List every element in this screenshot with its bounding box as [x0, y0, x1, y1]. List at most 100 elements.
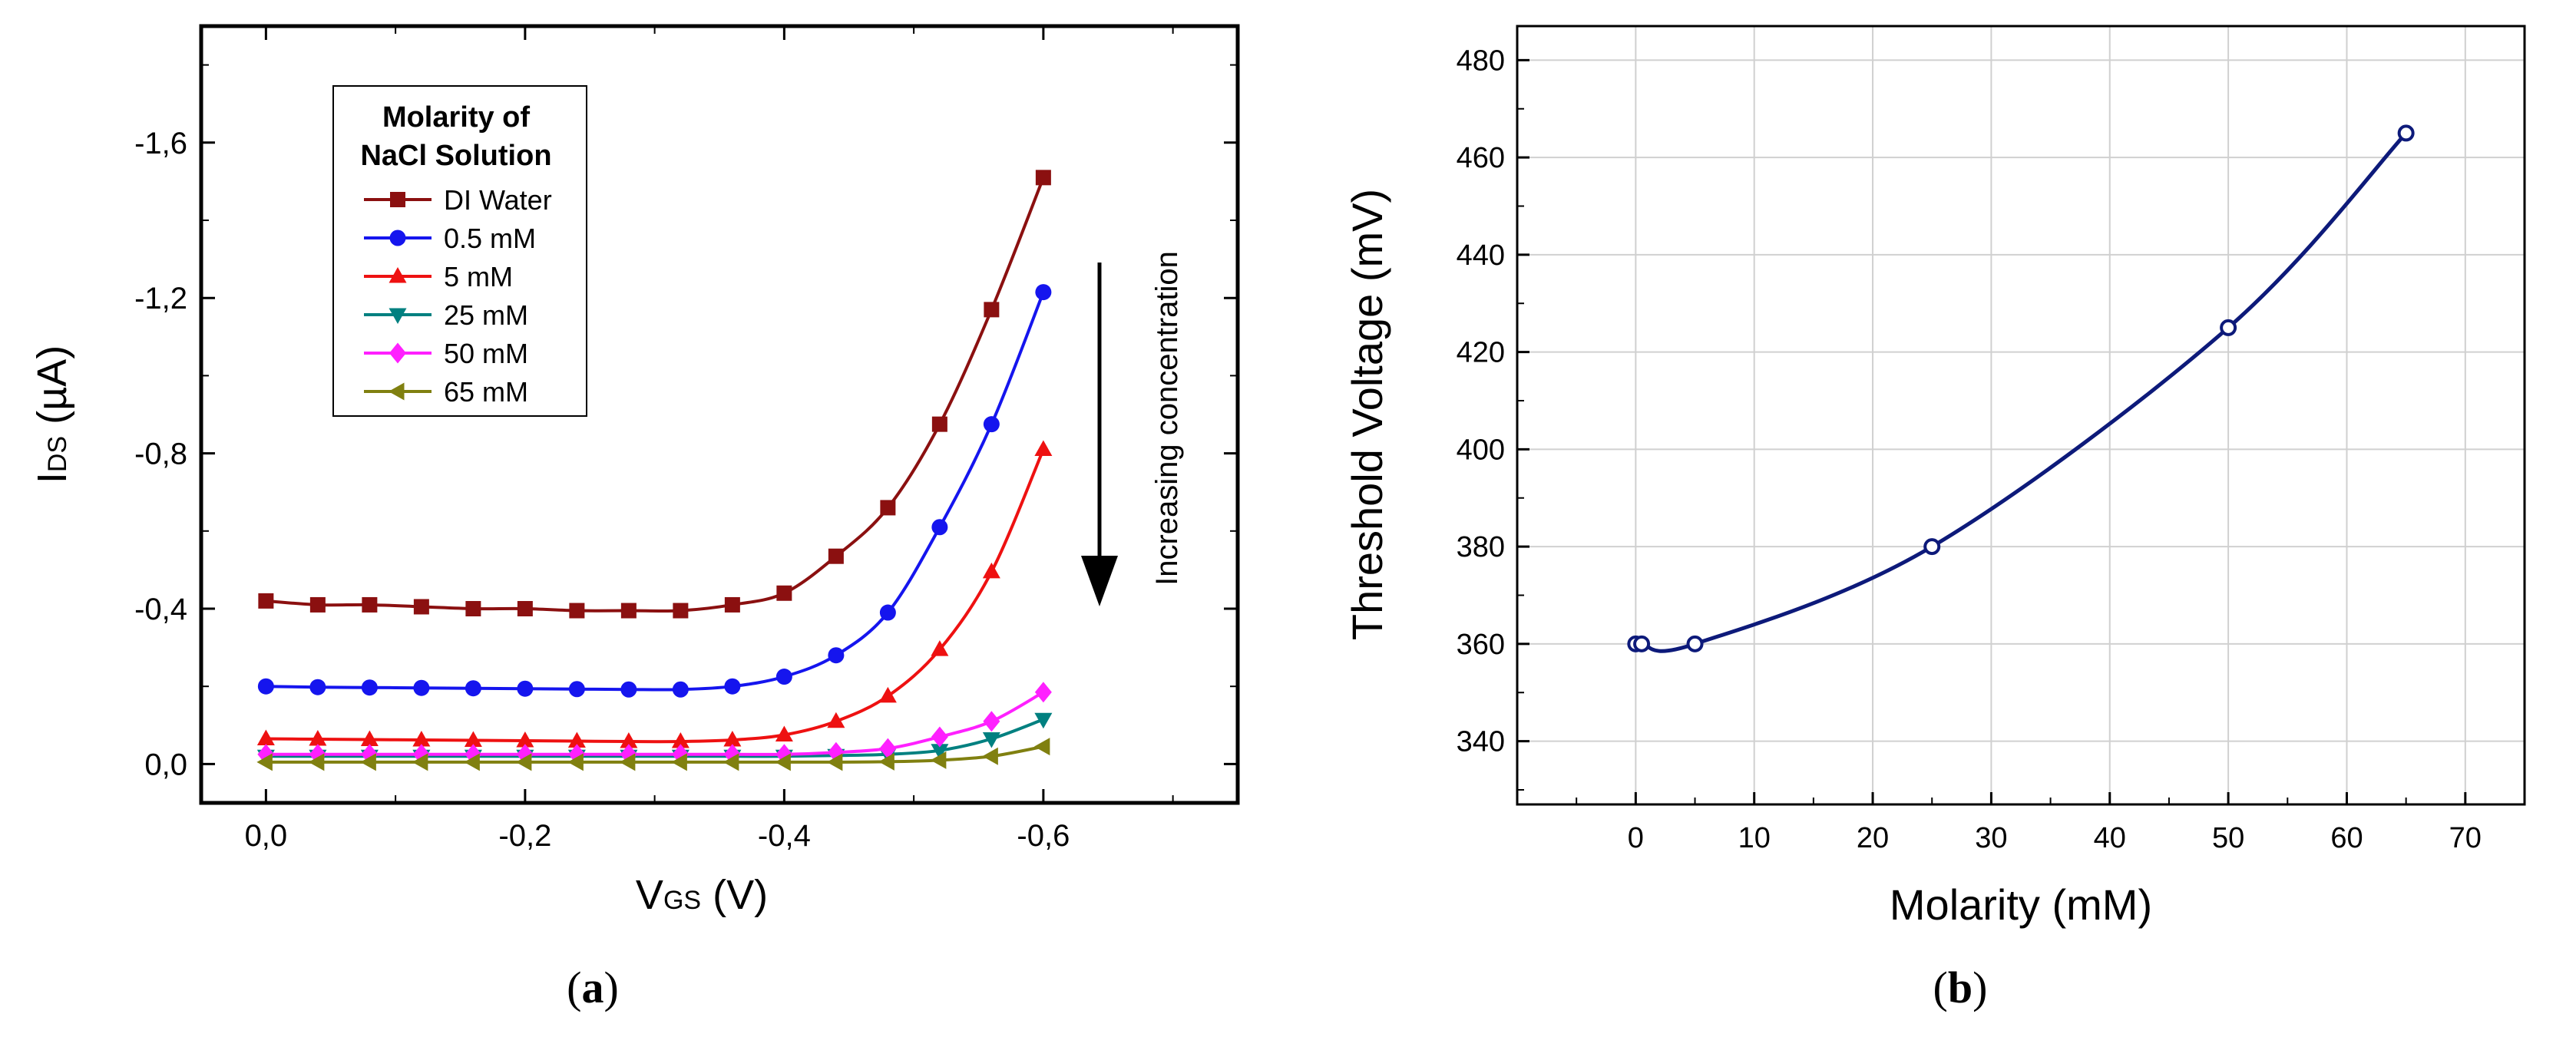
x-title-unit: (V) [701, 872, 768, 918]
panel-b-y-axis-title: Threshold Voltage (mV) [1343, 189, 1391, 640]
panel-b-grid [1517, 26, 2525, 804]
data-point [776, 585, 792, 601]
panel-b-series [1627, 124, 2415, 653]
data-point [2397, 124, 2415, 142]
legend-marker [390, 192, 405, 207]
data-point [931, 640, 949, 656]
panel-a-y-axis-title: IDS (µA) [29, 345, 75, 484]
data-point [465, 601, 481, 616]
legend-label: 50 mM [444, 338, 528, 369]
y-tick-label: 420 [1457, 337, 1505, 369]
data-point [723, 753, 739, 771]
legend-marker [389, 308, 407, 324]
y-tick-label: -0,4 [134, 593, 187, 626]
y-tick-label: 480 [1457, 45, 1505, 77]
increasing-concentration-annotation: Increasing concentration [1150, 251, 1184, 586]
data-point [2220, 319, 2237, 336]
data-point [724, 596, 740, 613]
data-point [880, 500, 896, 516]
data-point [982, 747, 998, 765]
data-point [775, 753, 791, 771]
x-tick-label: -0,6 [1017, 819, 1070, 853]
panel-b-frame [1516, 25, 2526, 806]
legend-items: DI Water 0.5 mM 5 mM 25 mM 50 mM 65 mM [364, 184, 552, 408]
data-point [878, 686, 897, 703]
data-point [517, 680, 534, 697]
threshold-line [1633, 131, 2408, 653]
series-line [266, 718, 1044, 758]
y-title-sub: DS [43, 436, 72, 472]
legend-marker [389, 342, 406, 364]
data-point [413, 599, 429, 615]
panel-b-caption-letter: b [1948, 963, 1973, 1012]
data-point [360, 730, 379, 747]
data-point [412, 753, 428, 771]
data-point [931, 416, 947, 432]
x-tick-label: 70 [2449, 822, 2482, 854]
data-point [983, 416, 1000, 433]
panel-a-caption: (a) [567, 963, 619, 1012]
panel-a-tick-labels: 0,0 -0,2 -0,4 -0,6 0,0 -0,4 -0,8 -1,2 -1,6 [134, 127, 1070, 853]
legend-label: 65 mM [444, 376, 528, 408]
data-point [828, 548, 844, 564]
y-tick-label: 340 [1457, 726, 1505, 758]
data-point [516, 732, 534, 748]
panel-a: 0,0 -0,2 -0,4 -0,6 0,0 -0,4 -0,8 -1,2 -1,6 Molar… [29, 24, 1240, 1012]
data-point [620, 681, 637, 698]
data-point [1923, 538, 1941, 556]
panel-a-legend: Molarity of NaCl Solution DI Water 0.5 mM… [332, 85, 587, 417]
series-di-water [258, 170, 1051, 619]
data-point [931, 519, 948, 536]
data-point [360, 753, 376, 771]
panel-a-x-axis-title: VGS (V) [636, 872, 768, 918]
data-point [620, 603, 637, 619]
data-point [464, 753, 480, 771]
data-point [1033, 738, 1050, 756]
legend-label: 25 mM [444, 299, 528, 331]
data-point [879, 604, 896, 621]
legend-item: 0.5 mM [364, 223, 536, 254]
panel-b-caption: (b) [1933, 963, 1988, 1012]
x-tick-label: 0 [1628, 822, 1644, 854]
data-point [567, 753, 584, 771]
data-point [412, 731, 431, 747]
panel-b-x-axis-title: Molarity (mM) [1890, 880, 2152, 929]
legend-marker [389, 267, 407, 283]
y-tick-label: 0,0 [144, 748, 187, 781]
y-tick-label: -1,2 [134, 282, 187, 315]
panel-b-tick-labels: 0 10 20 30 40 50 60 70 340 360 380 400 420 440 460 480 [1457, 45, 2482, 854]
data-point [256, 729, 275, 746]
legend-label: 5 mM [444, 261, 513, 292]
legend-label: DI Water [444, 184, 552, 216]
x-title-main: V [636, 872, 663, 918]
y-tick-label: 440 [1457, 239, 1505, 272]
legend-item: 50 mM [364, 338, 528, 369]
data-point [1035, 170, 1051, 186]
data-point [309, 679, 326, 695]
data-point [1034, 712, 1053, 729]
data-point [465, 680, 481, 697]
y-tick-label: 460 [1457, 142, 1505, 174]
data-point [464, 731, 482, 748]
data-point [671, 732, 689, 748]
data-point [362, 596, 378, 613]
data-point [878, 752, 894, 771]
concentration-arrow-icon [1081, 556, 1118, 606]
data-point [258, 593, 274, 609]
panel-a-series [256, 170, 1053, 771]
panel-b: 0 10 20 30 40 50 60 70340360380400420440460480 … [1343, 25, 2526, 1012]
data-point [257, 678, 274, 695]
data-point [982, 732, 1000, 748]
data-point [879, 738, 897, 759]
data-point [413, 679, 430, 696]
y-tick-label: 380 [1457, 531, 1505, 563]
legend-item: DI Water [364, 184, 552, 216]
data-point [568, 681, 585, 698]
legend-item: 65 mM [364, 376, 528, 408]
x-tick-label: 30 [1975, 822, 2007, 854]
data-point [361, 679, 378, 696]
x-tick-label: 0,0 [245, 819, 288, 853]
data-point [775, 669, 792, 685]
